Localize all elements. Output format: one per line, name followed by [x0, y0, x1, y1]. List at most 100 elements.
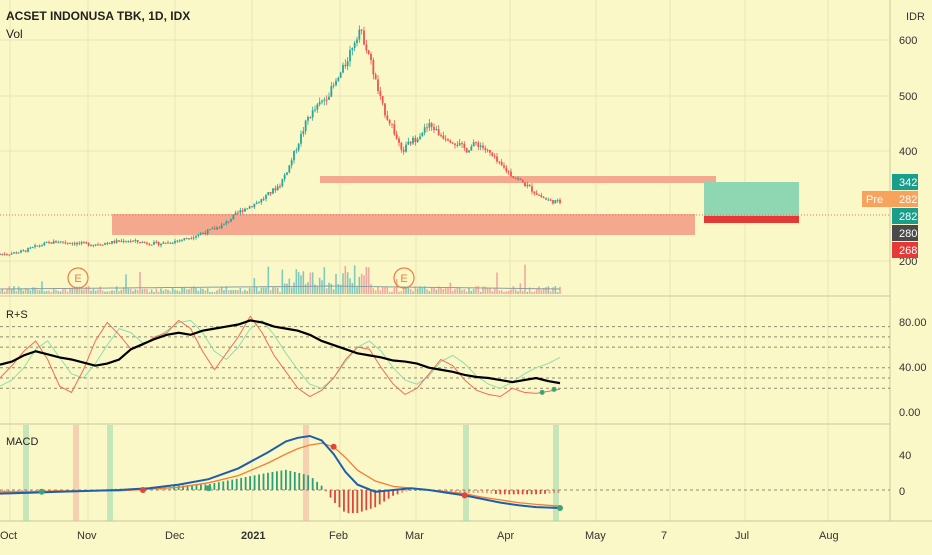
macd-hist-bar	[191, 485, 193, 490]
volume-bar	[197, 290, 200, 294]
volume-bar	[323, 267, 326, 294]
candle-body	[139, 242, 141, 244]
candle-body	[386, 115, 389, 120]
candle-body	[153, 241, 155, 245]
macd-hist-bar	[494, 490, 497, 494]
volume-bar	[211, 291, 214, 294]
candle-body	[444, 138, 447, 140]
candle-body	[76, 242, 78, 245]
macd-hist-bar	[253, 475, 256, 490]
candle-body	[48, 241, 50, 243]
event-marker-label: E	[74, 273, 81, 285]
volume-bar	[269, 290, 272, 294]
volume-bar	[335, 273, 337, 294]
volume-bar	[391, 291, 393, 294]
candle-body	[279, 186, 281, 188]
candle-body	[223, 223, 225, 225]
volume-bar	[426, 289, 428, 294]
macd-hist-bar	[445, 490, 448, 492]
candle-body	[524, 182, 526, 187]
candle-body	[251, 206, 253, 208]
volume-bar	[507, 290, 510, 294]
candle-body	[265, 195, 267, 199]
candle-body	[3, 253, 6, 255]
candle-body	[554, 200, 557, 204]
candle-body	[146, 242, 148, 244]
candle-body	[134, 240, 137, 242]
time-axis[interactable]: Oct Nov Dec 2021 Feb Mar Apr May 7 Jul A…	[0, 530, 839, 542]
candle-body	[321, 100, 323, 103]
stop-zone[interactable]	[704, 216, 799, 223]
volume-bar	[531, 291, 533, 294]
price-axis[interactable]: IDR 600 500 400 200 342 Pre 282 282 280 …	[862, 11, 927, 498]
volume-bar	[160, 288, 162, 294]
macd-hist-bar	[12, 490, 15, 493]
volume-bar	[559, 286, 561, 294]
volume-bar	[447, 286, 449, 294]
time-label: 2021	[241, 530, 265, 542]
candle-body	[503, 165, 505, 168]
macd-cross-dot	[139, 487, 146, 493]
volume-bar	[444, 287, 447, 294]
volume-bar	[260, 287, 263, 294]
volume-bar	[50, 291, 53, 294]
volume-bar	[76, 286, 78, 294]
candle-body	[274, 188, 277, 191]
candle-body	[505, 167, 508, 172]
candle-body	[202, 232, 204, 234]
candle-body	[370, 54, 372, 60]
macd-hist-bar	[334, 490, 336, 503]
macd-hist-bar	[284, 469, 287, 490]
macd-hist-bar	[316, 481, 319, 490]
volume-bar	[216, 290, 218, 294]
volume-bar	[118, 291, 120, 294]
volume-bar	[328, 282, 330, 294]
macd-hist-bar	[414, 490, 417, 491]
macd-hist-bar	[392, 490, 394, 496]
candle-body	[78, 242, 81, 244]
volume-bar	[309, 272, 312, 294]
candle-body	[379, 91, 382, 96]
macd-hist-bar	[195, 484, 198, 490]
macd-hist-bar	[503, 490, 506, 495]
candle-body	[267, 192, 270, 196]
macd-hist-bar	[454, 490, 457, 493]
volume-bar	[218, 288, 221, 294]
volume-bar	[106, 291, 109, 294]
target-zone[interactable]	[704, 182, 799, 216]
macd-hist-bar	[374, 490, 377, 508]
macd-signal-highlight	[303, 425, 309, 521]
volume-bar	[31, 287, 34, 294]
candle-body	[300, 133, 302, 144]
volume-bar	[43, 291, 46, 294]
macd-histogram	[0, 469, 560, 514]
volume-bar	[24, 287, 27, 294]
volume-bar	[171, 287, 174, 294]
volume-bar	[92, 288, 95, 294]
macd-hist-bar	[544, 490, 546, 494]
candle-body	[419, 136, 421, 140]
candles	[0, 25, 561, 257]
candle-body	[64, 242, 67, 244]
volume-bar	[255, 286, 258, 294]
macd-hist-bar	[499, 490, 502, 495]
candle-body	[80, 242, 83, 244]
support-zone[interactable]	[112, 214, 695, 235]
candle-body	[6, 254, 8, 256]
volume-bar	[136, 289, 139, 294]
candle-body	[185, 238, 188, 240]
volume-bar	[472, 289, 475, 294]
candle-body	[27, 248, 29, 252]
volume-bar	[71, 288, 74, 294]
macd-hist-bar	[200, 484, 202, 490]
macd-hist-bar	[490, 490, 493, 494]
volume-bar	[80, 289, 83, 294]
macd-hist-bar	[231, 479, 234, 490]
volume-bar	[129, 288, 132, 294]
volume-bar	[225, 286, 228, 294]
candle-body	[493, 155, 496, 157]
price-tick: 200	[899, 256, 917, 268]
volume-bar	[512, 286, 515, 294]
macd-hist-bar	[34, 490, 37, 492]
